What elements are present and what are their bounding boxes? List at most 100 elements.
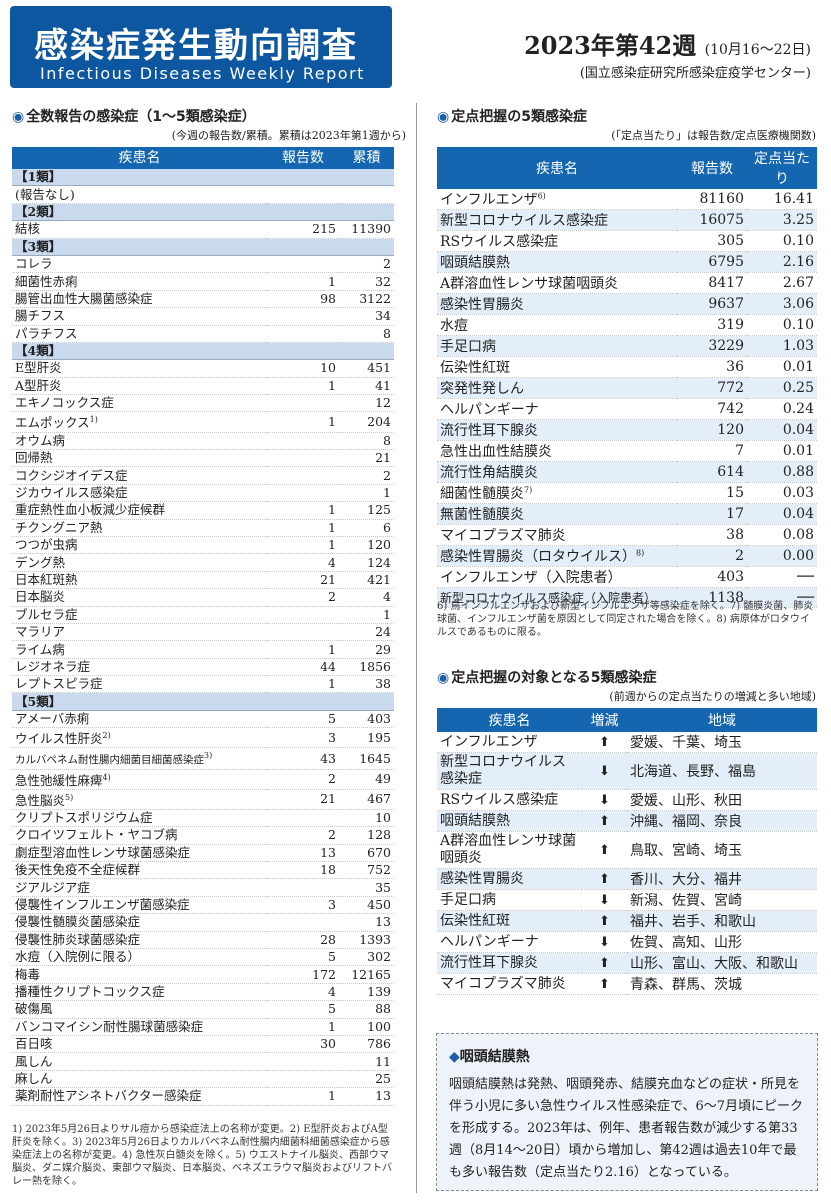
table-row: 急性出血性結膜炎 7 0.01 xyxy=(437,440,817,462)
report-count: 2 xyxy=(677,545,747,567)
table-row: 流行性耳下腺炎 ⬆ 山形、富山、大阪、和歌山 xyxy=(437,952,817,974)
table-row: 腸管出血性大腸菌感染症 98 3122 xyxy=(12,290,394,309)
disease-name-text: マラリア xyxy=(15,624,66,640)
per-sentinel: 0.04 xyxy=(747,419,817,441)
table-row: バンコマイシン耐性腸球菌感染症 1 100 xyxy=(12,1018,394,1036)
disease-name: 無菌性髄膜炎 xyxy=(437,503,677,525)
cumulative-count: 4 xyxy=(339,588,394,607)
col-region: 地域 xyxy=(627,708,817,732)
table-row: 伝染性紅斑 ⬆ 福井、岩手、和歌山 xyxy=(437,910,817,932)
disease-name-text: ライム病 xyxy=(15,641,65,657)
report-count: 7 xyxy=(677,440,747,462)
change-cell: ⬆ xyxy=(582,732,627,753)
disease-name-text: 風しん xyxy=(15,1053,53,1069)
region-list: 新潟、佐賀、宮崎 xyxy=(627,889,817,911)
report-count: 28 xyxy=(267,931,339,950)
table-row: 咽頭結膜熱 ⬆ 沖縄、福岡、奈良 xyxy=(437,810,817,832)
report-count: 1 xyxy=(267,377,339,396)
table-row: レプトスピラ症 1 38 xyxy=(12,675,394,694)
bullet-icon: ◉ xyxy=(12,109,25,125)
table-row: 水痘（入院例に限る） 5 302 xyxy=(12,948,394,967)
disease-name: 薬剤耐性アシネトバクター感染症 xyxy=(12,1087,267,1106)
disease-name: コクシジオイデス症 xyxy=(12,466,267,485)
disease-name-text: エキノコックス症 xyxy=(15,395,114,411)
footnote-ref: 8) xyxy=(636,548,645,558)
disease-name: 急性出血性結膜炎 xyxy=(437,440,677,462)
table-row: 手足口病 ⬇ 新潟、佐賀、宮崎 xyxy=(437,889,817,911)
table-row: 侵襲性インフルエンザ菌感染症 3 450 xyxy=(12,896,394,915)
disease-name: ブルセラ症 xyxy=(12,606,267,624)
category-label: 【1類】 xyxy=(12,169,394,187)
change-cell: ⬆ xyxy=(582,868,627,890)
disease-name-text: 手足口病 xyxy=(440,339,496,355)
table-row: エキノコックス症 12 xyxy=(12,394,394,413)
disease-name-text: ヘルパンギーナ xyxy=(440,402,539,418)
report-count: 3 xyxy=(267,727,339,749)
footnote-ref: 5) xyxy=(65,792,74,802)
per-sentinel: 0.03 xyxy=(747,482,817,504)
table-row: 急性脳炎5) 21 467 xyxy=(12,789,394,810)
per-sentinel: 0.04 xyxy=(747,503,817,525)
cumulative-count: 1393 xyxy=(339,931,394,950)
disease-name: 細菌性赤痢 xyxy=(12,272,267,291)
arrow-down-icon: ⬇ xyxy=(599,935,610,950)
disease-name: 感染性胃腸炎 xyxy=(437,293,677,315)
report-count: 1 xyxy=(267,411,339,433)
cumulative-count: 12 xyxy=(339,394,394,413)
cumulative-count: 25 xyxy=(339,1070,394,1089)
right-mid-title-text: 定点把握の対象となる5類感染症 xyxy=(451,670,657,686)
disease-name: 伝染性紅斑 xyxy=(437,910,582,932)
page-subtitle: Infectious Diseases Weekly Report xyxy=(40,64,365,83)
disease-name: ライム病 xyxy=(12,640,267,659)
disease-name: 百日咳 xyxy=(12,1035,267,1054)
report-count: 305 xyxy=(677,230,747,252)
report-count: 1 xyxy=(267,640,339,659)
report-count: 772 xyxy=(677,377,747,399)
disease-name-text: インフルエンザ xyxy=(440,192,538,208)
disease-name-text: 急性弛緩性麻痺 xyxy=(15,772,103,788)
change-cell: ⬆ xyxy=(582,810,627,832)
report-count: 15 xyxy=(677,482,747,504)
disease-name-text: レジオネラ症 xyxy=(15,658,91,674)
disease-name-text: 劇症型溶血性レンサ球菌感染症 xyxy=(15,844,191,860)
disease-name: 急性弛緩性麻痺4) xyxy=(12,769,267,790)
topic-title-text: 咽頭結膜熱 xyxy=(459,1049,530,1065)
disease-name: 新型コロナウイルス感染症（入院患者） xyxy=(437,587,677,609)
disease-name: レジオネラ症 xyxy=(12,658,267,677)
report-count xyxy=(267,307,339,326)
table-row: 流行性耳下腺炎 120 0.04 xyxy=(437,419,817,441)
report-count: 5 xyxy=(267,710,339,729)
footnote-ref: 3) xyxy=(204,751,213,761)
disease-name-text: マイコプラズマ肺炎 xyxy=(440,528,566,544)
disease-name: マイコプラズマ肺炎 xyxy=(437,524,677,546)
region-list: 佐賀、高知、山形 xyxy=(627,931,817,953)
per-sentinel: 0.01 xyxy=(747,440,817,462)
disease-name-text: 回帰熱 xyxy=(15,450,53,466)
disease-name: クリプトスポリジウム症 xyxy=(12,809,267,828)
per-sentinel: 3.25 xyxy=(747,209,817,231)
report-count: 8417 xyxy=(677,272,747,294)
cumulative-count: 670 xyxy=(339,844,394,863)
report-count xyxy=(267,466,339,485)
cumulative-count: 403 xyxy=(339,710,394,729)
disease-name-text: A型肝炎 xyxy=(15,377,62,393)
disease-name-text: ブルセラ症 xyxy=(15,606,78,622)
table-row: ジカウイルス感染症 1 xyxy=(12,484,394,503)
arrow-up-icon: ⬆ xyxy=(599,843,610,858)
table-row: 感染性胃腸炎 9637 3.06 xyxy=(437,293,817,315)
cumulative-count: 752 xyxy=(339,861,394,880)
disease-name: 侵襲性髄膜炎菌感染症 xyxy=(12,913,267,932)
disease-name-text: 感染性胃腸炎 xyxy=(440,297,524,313)
report-count: 36 xyxy=(677,356,747,378)
report-count: 120 xyxy=(677,419,747,441)
disease-name-text: 薬剤耐性アシネトバクター感染症 xyxy=(15,1088,202,1104)
table-row: ウイルス性肝炎2) 3 195 xyxy=(12,727,394,749)
cumulative-count: 139 xyxy=(339,983,394,1002)
region-list: 沖縄、福岡、奈良 xyxy=(627,810,817,832)
cumulative-count: 2 xyxy=(339,255,394,274)
disease-name-text: 水痘（入院例に限る） xyxy=(15,949,141,965)
cumulative-count: 32 xyxy=(339,272,394,291)
region-list: 香川、大分、福井 xyxy=(627,868,817,890)
table-row: インフルエンザ6) 81160 16.41 xyxy=(437,189,817,210)
disease-name: エキノコックス症 xyxy=(12,394,267,413)
